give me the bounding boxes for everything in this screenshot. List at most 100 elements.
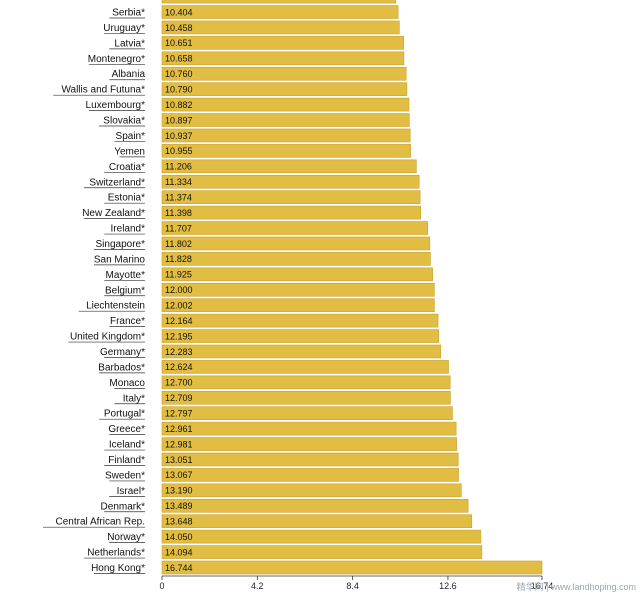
category-label: Croatia* xyxy=(109,162,145,173)
bar xyxy=(161,36,405,50)
category-label: Singapore* xyxy=(96,239,146,250)
value-label: 10.651 xyxy=(165,38,193,48)
category-label: Serbia* xyxy=(112,8,145,19)
value-label: 12.195 xyxy=(165,331,193,341)
bar xyxy=(161,452,459,467)
bar xyxy=(161,529,482,544)
value-label: 10.404 xyxy=(165,7,193,17)
bar xyxy=(161,498,469,513)
category-label: Liechtenstein xyxy=(86,301,145,312)
category-label: Denmark* xyxy=(101,501,146,512)
category-label: France* xyxy=(110,316,145,327)
bar xyxy=(161,0,397,4)
category-label: Barbados* xyxy=(98,362,145,373)
bar xyxy=(161,128,411,143)
bars-layer xyxy=(161,0,543,575)
bar xyxy=(161,329,440,343)
category-label: Luxembourg* xyxy=(86,100,146,111)
bar xyxy=(161,144,411,158)
category-label: Belgium* xyxy=(105,285,145,296)
category-label: San Marino xyxy=(94,254,146,265)
bar xyxy=(161,298,435,312)
value-label: 10.790 xyxy=(165,84,193,94)
x-tick-label: 12.6 xyxy=(439,581,457,591)
x-axis: 0 4.2 8.4 12.6 16.74 xyxy=(159,575,553,591)
value-label: 12.283 xyxy=(165,347,193,357)
category-label: Central African Rep. xyxy=(56,517,146,528)
category-label: Israel* xyxy=(117,486,145,497)
value-label: 11.925 xyxy=(165,270,192,280)
bar xyxy=(161,421,457,436)
category-label: Yemen xyxy=(114,146,145,157)
category-label: Spain* xyxy=(116,131,146,142)
category-labels: Serbia* Uruguay* Latvia* Montenegro* Albania… xyxy=(43,8,145,574)
category-label: Sweden* xyxy=(105,470,145,481)
category-label: Finland* xyxy=(108,455,145,466)
value-label: 11.374 xyxy=(165,192,192,202)
value-label: 12.797 xyxy=(165,409,193,419)
value-label: 14.050 xyxy=(165,532,193,542)
value-label: 16.744 xyxy=(165,563,193,573)
value-label: 13.051 xyxy=(165,455,193,465)
value-label: 11.398 xyxy=(165,208,192,218)
bar xyxy=(161,66,407,81)
value-label: 13.190 xyxy=(165,486,193,496)
value-label: 12.164 xyxy=(165,316,193,326)
bar xyxy=(161,97,410,112)
category-label: Uruguay* xyxy=(103,23,145,34)
value-label: 12.624 xyxy=(165,362,193,372)
value-label: 11.334 xyxy=(165,177,192,187)
bar xyxy=(161,221,428,235)
bar xyxy=(161,51,405,66)
value-label: 10.882 xyxy=(165,100,193,110)
category-label: Greece* xyxy=(108,424,145,435)
value-label: 14.094 xyxy=(165,547,193,557)
bar xyxy=(161,205,421,220)
category-label: Norway* xyxy=(107,532,145,543)
bar xyxy=(161,267,433,282)
value-label: 13.648 xyxy=(165,517,193,527)
category-label: Portugal* xyxy=(104,409,145,420)
bar xyxy=(161,159,417,174)
bar xyxy=(161,20,400,35)
value-label: 10.897 xyxy=(165,115,193,125)
bar xyxy=(161,236,431,251)
category-label: Iceland* xyxy=(109,440,145,451)
category-label: Germany* xyxy=(100,347,145,358)
category-label: Estonia* xyxy=(108,193,145,204)
category-label: Wallis and Futuna* xyxy=(61,85,145,96)
value-labels: 10.404 10.458 10.651 10.658 10.760 10.790 10.8… xyxy=(165,7,193,572)
category-label: Latvia* xyxy=(114,38,145,49)
bar xyxy=(161,437,457,451)
value-label: 11.707 xyxy=(165,223,192,233)
value-label: 12.700 xyxy=(165,378,193,388)
category-label: Italy* xyxy=(123,393,145,404)
bar xyxy=(161,360,449,374)
bar xyxy=(161,483,462,498)
category-label: Mayotte* xyxy=(106,270,146,281)
x-tick-label: 4.2 xyxy=(251,581,264,591)
bar xyxy=(161,113,410,127)
category-label: Albania xyxy=(112,69,146,80)
value-label: 12.709 xyxy=(165,393,193,403)
watermark-text: 精华网 | www.landhoping.com xyxy=(517,581,636,592)
category-label: New Zealand* xyxy=(82,208,145,219)
value-label: 10.760 xyxy=(165,69,193,79)
bar xyxy=(161,514,473,529)
bar xyxy=(161,282,435,297)
bar xyxy=(161,313,439,328)
value-label: 13.067 xyxy=(165,470,193,480)
value-label: 12.002 xyxy=(165,300,193,310)
bar xyxy=(161,5,399,19)
category-label: Monaco xyxy=(109,378,145,389)
bar xyxy=(161,252,431,266)
bar xyxy=(161,468,459,482)
bar xyxy=(161,174,420,189)
bar xyxy=(161,190,421,204)
bar xyxy=(161,406,453,421)
x-tick-label: 8.4 xyxy=(346,581,359,591)
value-label: 13.489 xyxy=(165,501,193,511)
category-label: Slovakia* xyxy=(103,116,145,127)
value-label: 10.937 xyxy=(165,131,193,141)
